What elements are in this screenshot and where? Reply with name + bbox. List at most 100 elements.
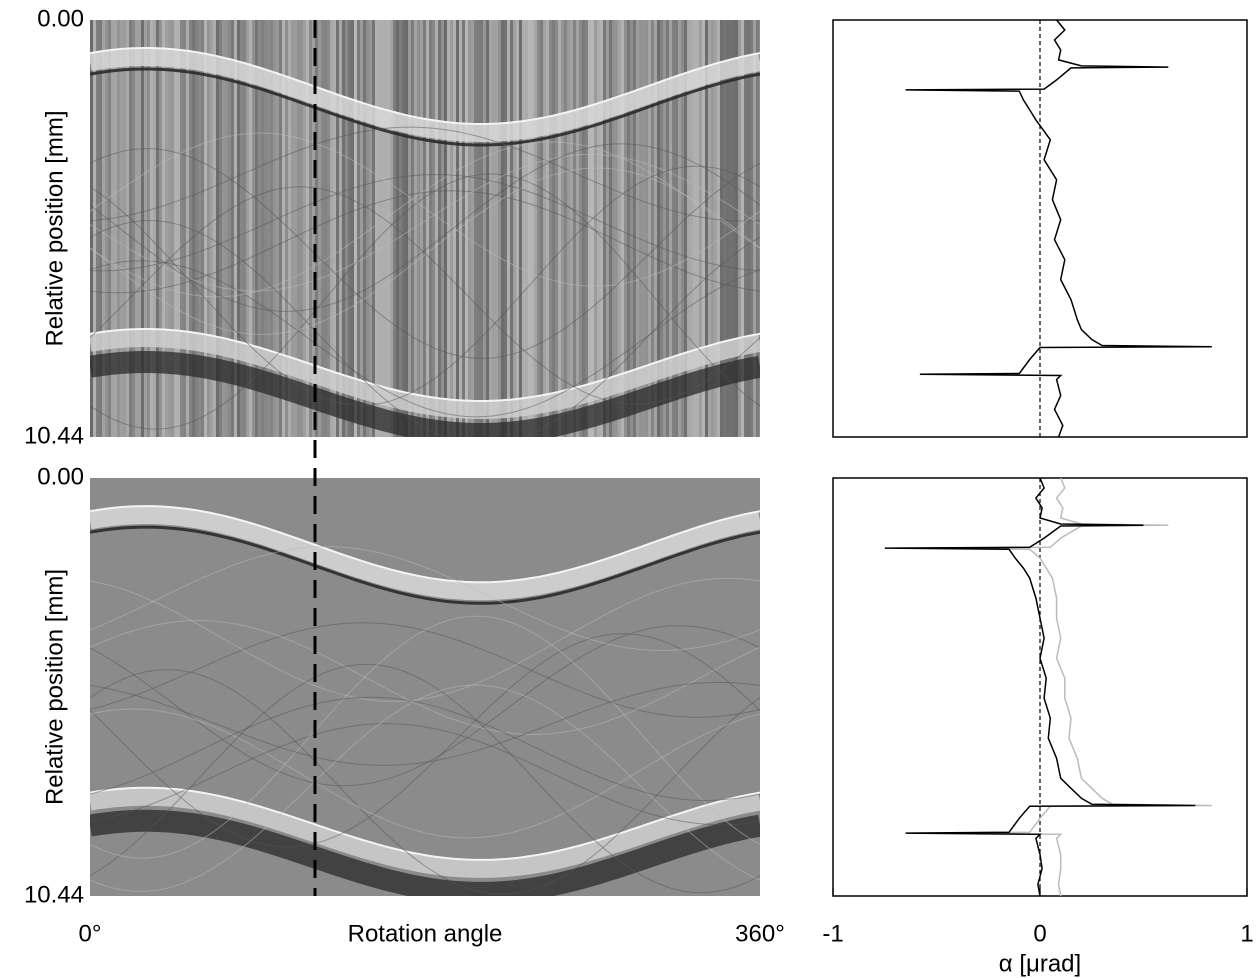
- stripe: [303, 20, 306, 437]
- stripe: [609, 20, 612, 437]
- band-light: [90, 506, 760, 601]
- y-axis-label: Relative position [mm]: [41, 569, 68, 805]
- band-dark: [90, 351, 760, 437]
- stripe: [327, 20, 330, 437]
- stripe: [168, 20, 171, 437]
- band-light: [90, 787, 760, 878]
- y-tick-label: 0.00: [37, 463, 84, 490]
- stripe: [705, 20, 708, 437]
- stripe: [429, 20, 432, 437]
- stripe: [330, 20, 333, 437]
- stripe: [144, 20, 147, 437]
- stripe: [645, 20, 648, 437]
- stripe: [747, 20, 750, 437]
- stripe: [507, 20, 510, 437]
- stripe: [582, 20, 585, 437]
- stripe: [465, 20, 468, 437]
- stripe: [519, 20, 522, 437]
- stripe: [543, 20, 546, 437]
- stripe: [624, 20, 627, 437]
- stripe: [390, 20, 393, 437]
- stripe: [180, 20, 183, 437]
- stripe: [414, 20, 417, 437]
- stripe: [426, 20, 429, 437]
- band-edge: [90, 328, 760, 402]
- y-axis-label: Relative position [mm]: [41, 110, 68, 346]
- stripe: [513, 20, 516, 437]
- x-tick-label: 360°: [735, 920, 785, 947]
- trace: [90, 633, 760, 848]
- stripe: [105, 20, 108, 437]
- stripe: [276, 20, 279, 437]
- stripe: [693, 20, 696, 437]
- stripe: [588, 20, 591, 437]
- stripe: [159, 20, 162, 437]
- stripe: [534, 20, 537, 437]
- stripe: [354, 20, 357, 437]
- band-edge: [90, 47, 760, 125]
- stripe: [708, 20, 711, 437]
- stripe: [594, 20, 597, 437]
- profile-line: [905, 19, 1212, 438]
- trace: [90, 153, 760, 292]
- stripe: [306, 20, 309, 437]
- stripe: [567, 20, 570, 437]
- stripe: [597, 20, 600, 437]
- stripe: [150, 20, 153, 437]
- stripe: [558, 20, 561, 437]
- band-dark: [90, 525, 760, 605]
- stripe: [729, 20, 732, 437]
- stripe: [432, 20, 435, 437]
- stripe: [162, 20, 165, 437]
- stripe: [417, 20, 420, 437]
- stripe: [447, 20, 450, 437]
- stripe: [606, 20, 609, 437]
- stripe: [96, 20, 99, 437]
- stripe: [492, 20, 495, 437]
- band-dark: [90, 809, 760, 896]
- stripe: [309, 20, 312, 437]
- trace: [90, 190, 760, 294]
- trace: [90, 173, 760, 272]
- stripe: [717, 20, 720, 437]
- stripe: [102, 20, 105, 437]
- stripe: [399, 20, 402, 437]
- stripe: [279, 20, 282, 437]
- stripe: [300, 20, 303, 437]
- stripe: [651, 20, 654, 437]
- profile-line: [884, 477, 1196, 897]
- trace: [90, 546, 760, 652]
- stripe: [546, 20, 549, 437]
- stripe: [357, 20, 360, 437]
- stripe: [264, 20, 267, 437]
- trace: [90, 173, 760, 430]
- stripe: [270, 20, 273, 437]
- stripe: [699, 20, 702, 437]
- stripe: [756, 20, 759, 437]
- trace: [90, 141, 760, 298]
- stripe: [684, 20, 687, 437]
- stripe: [423, 20, 426, 437]
- stripe: [351, 20, 354, 437]
- stripe: [678, 20, 681, 437]
- stripe: [207, 20, 210, 437]
- stripe: [135, 20, 138, 437]
- stripe: [219, 20, 222, 437]
- stripe: [363, 20, 366, 437]
- trace: [90, 723, 760, 826]
- stripe: [477, 20, 480, 437]
- stripe: [246, 20, 249, 437]
- trace: [90, 577, 760, 702]
- stripe: [480, 20, 483, 437]
- stripe: [672, 20, 675, 437]
- stripe: [675, 20, 678, 437]
- trace: [90, 165, 760, 406]
- trace: [90, 625, 760, 787]
- stripe: [405, 20, 408, 437]
- stripe: [654, 20, 657, 437]
- stripe: [510, 20, 513, 437]
- stripe: [339, 20, 342, 437]
- stripe: [663, 20, 666, 437]
- stripe: [222, 20, 225, 437]
